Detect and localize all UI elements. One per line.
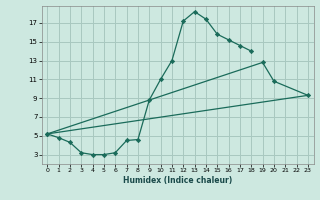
X-axis label: Humidex (Indice chaleur): Humidex (Indice chaleur): [123, 176, 232, 185]
